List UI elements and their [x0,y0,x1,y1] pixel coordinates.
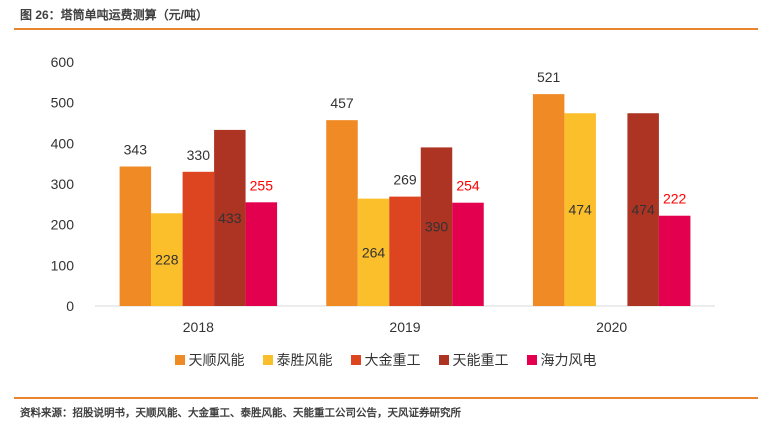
y-tick-label: 200 [51,217,75,233]
bar [627,113,659,307]
legend-label: 大金重工 [364,352,421,368]
data-label: 330 [187,147,211,163]
chart-legend: 天顺风能 泰胜风能 大金重工 天能重工 海力风电 [0,350,771,370]
data-label: 433 [218,210,242,226]
x-tick-label: 2018 [183,319,214,335]
legend-item: 海力风电 [526,350,597,370]
legend-swatch [526,355,537,365]
bar [658,215,691,306]
source-note: 资料来源：招股说明书，天顺风能、大金重工、泰胜风能、天能重工公司公告，天风证券研… [20,407,461,419]
bar [326,120,358,306]
y-tick-label: 300 [51,176,75,192]
y-tick-label: 500 [51,95,75,111]
data-label: 521 [537,69,561,85]
bar [119,166,152,306]
legend-item: 大金重工 [350,350,421,370]
data-label: 222 [663,191,687,207]
bar [452,202,484,306]
bar [564,113,596,307]
legend-item: 天顺风能 [174,350,245,370]
bar [182,171,215,306]
data-label: 264 [362,244,386,260]
legend-label: 天能重工 [452,352,509,368]
bar-chart: 0 100 200 300 400 500 600 2018 2019 2020 343 457 521… [51,54,715,335]
legend-label: 泰胜风能 [276,352,333,368]
bar [245,202,278,306]
data-label: 474 [568,202,592,218]
data-label: 254 [456,178,480,194]
data-label: 390 [425,219,449,235]
y-tick-label: 400 [51,135,75,151]
legend-swatch [262,355,273,365]
data-label: 269 [393,172,417,188]
bar [214,129,246,306]
legend-item: 泰胜风能 [262,350,333,370]
legend-swatch [174,355,185,365]
top-divider [14,28,758,30]
data-label: 255 [250,177,274,193]
data-label: 474 [631,202,655,218]
bar [389,196,421,306]
legend-item: 天能重工 [438,350,509,370]
data-label: 228 [155,252,179,268]
bar [357,198,390,306]
bar [151,213,183,306]
y-tick-label: 0 [66,298,74,314]
legend-label: 天顺风能 [188,352,245,368]
bar [532,94,565,306]
data-label: 457 [330,95,354,111]
x-tick-label: 2020 [596,319,627,335]
legend-label: 海力风电 [540,352,597,368]
legend-swatch [438,355,449,365]
y-tick-label: 600 [51,54,75,70]
figure-title: 图 26：塔筒单吨运费测算（元/吨） [20,8,209,22]
bar [420,147,453,306]
data-label: 343 [124,142,148,158]
y-tick-label: 100 [51,257,75,273]
bottom-divider [14,397,758,399]
legend-swatch [350,355,361,365]
x-tick-label: 2019 [389,319,420,335]
